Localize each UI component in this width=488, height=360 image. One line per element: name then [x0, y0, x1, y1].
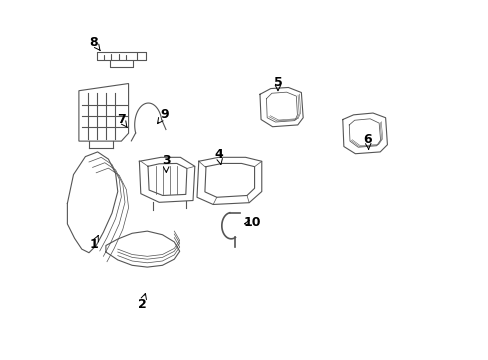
Text: 6: 6 — [363, 133, 371, 146]
Text: 10: 10 — [244, 216, 261, 229]
Text: 4: 4 — [214, 148, 223, 161]
Text: 7: 7 — [117, 113, 125, 126]
Text: 5: 5 — [273, 76, 282, 89]
Text: 1: 1 — [89, 238, 98, 251]
Text: 8: 8 — [89, 36, 98, 49]
Text: 9: 9 — [160, 108, 168, 121]
Text: 3: 3 — [162, 154, 170, 167]
Text: 2: 2 — [137, 298, 146, 311]
